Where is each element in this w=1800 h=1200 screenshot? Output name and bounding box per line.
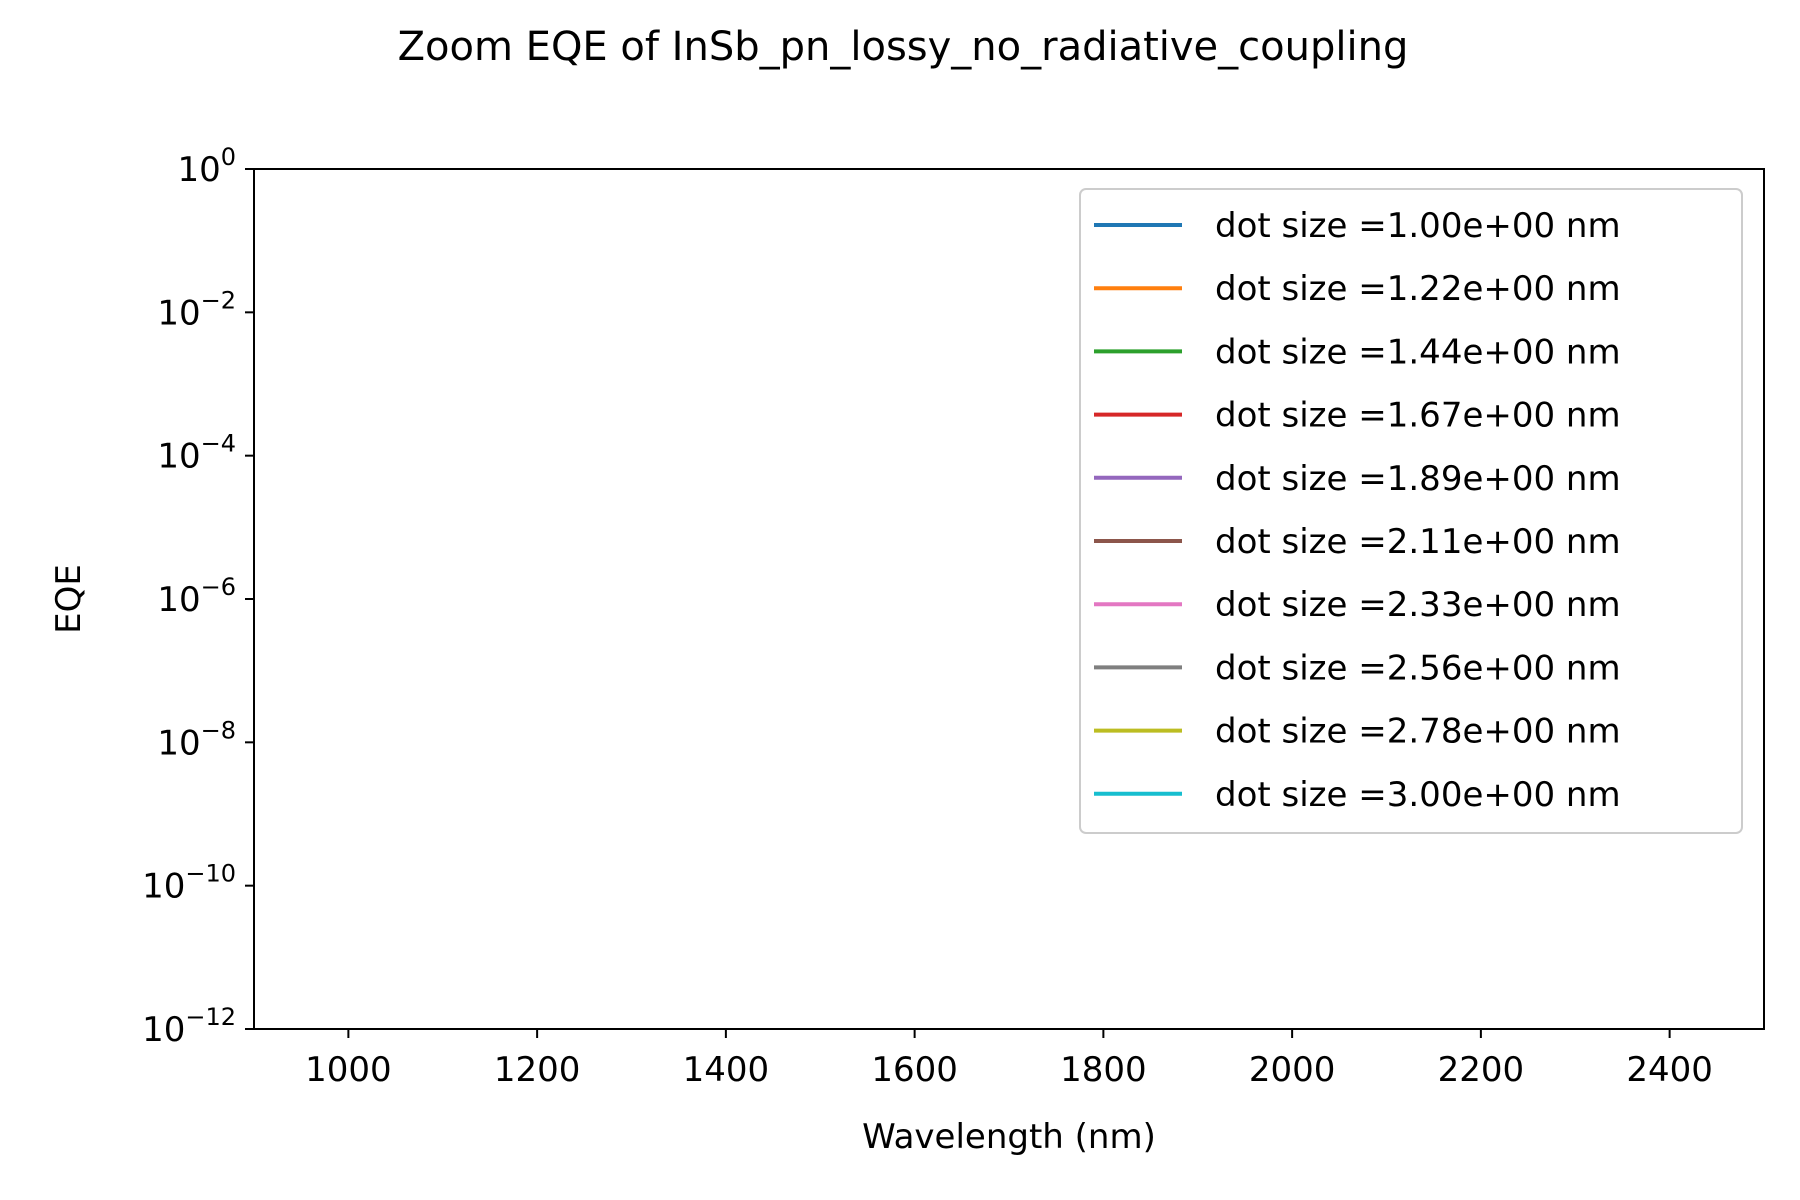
legend-entry: dot size =2.56e+00 nm <box>1094 648 1621 688</box>
x-tick-label: 2200 <box>1438 1050 1525 1090</box>
y-tick-label: 100 <box>177 143 236 190</box>
legend-label: dot size =2.78e+00 nm <box>1215 712 1621 752</box>
x-tick-label: 2000 <box>1249 1050 1336 1090</box>
x-tick-label: 1800 <box>1060 1050 1147 1090</box>
x-tick-label: 1000 <box>305 1050 392 1090</box>
x-axis: 1000 1200 1400 1600 1800 2000 2200 2400 <box>305 1029 1713 1090</box>
legend-entry: dot size =1.89e+00 nm <box>1094 459 1621 499</box>
legend-label: dot size =2.11e+00 nm <box>1215 522 1621 562</box>
legend-box <box>1079 188 1743 834</box>
y-axis-label: EQE <box>49 564 89 634</box>
legend-entry: dot size =2.11e+00 nm <box>1094 522 1621 562</box>
chart-title: Zoom EQE of InSb_pn_lossy_no_radiative_c… <box>398 24 1409 70</box>
legend-label: dot size =2.56e+00 nm <box>1215 648 1621 688</box>
legend-label: dot size =1.22e+00 nm <box>1215 269 1621 309</box>
legend-entry: dot size =1.44e+00 nm <box>1094 332 1621 372</box>
legend-label: dot size =3.00e+00 nm <box>1215 775 1621 815</box>
legend-entry: dot size =3.00e+00 nm <box>1094 775 1621 815</box>
x-axis-label: Wavelength (nm) <box>862 1117 1156 1157</box>
x-tick-label: 1400 <box>683 1050 770 1090</box>
legend-label: dot size =1.44e+00 nm <box>1215 332 1621 372</box>
y-tick-label: 10−8 <box>157 716 236 763</box>
legend-label: dot size =1.67e+00 nm <box>1215 396 1621 436</box>
legend: dot size =1.00e+00 nm dot size =1.22e+00 … <box>1079 188 1743 834</box>
legend-entry: dot size =2.78e+00 nm <box>1094 712 1621 752</box>
legend-entry: dot size =1.22e+00 nm <box>1094 269 1621 309</box>
y-axis: 100 10−2 10−4 10−6 10−8 10−10 10−12 <box>142 143 254 1050</box>
x-tick-label: 2400 <box>1626 1050 1713 1090</box>
legend-label: dot size =1.00e+00 nm <box>1215 206 1621 246</box>
legend-label: dot size =2.33e+00 nm <box>1215 585 1621 625</box>
y-tick-label: 10−4 <box>157 430 236 477</box>
y-tick-label: 10−10 <box>142 860 236 907</box>
x-tick-label: 1200 <box>494 1050 581 1090</box>
legend-entry: dot size =1.67e+00 nm <box>1094 396 1621 436</box>
legend-entry: dot size =2.33e+00 nm <box>1094 585 1621 625</box>
legend-entry: dot size =1.00e+00 nm <box>1094 206 1621 246</box>
x-tick-label: 1600 <box>871 1050 958 1090</box>
y-tick-label: 10−6 <box>157 573 236 620</box>
y-tick-label: 10−12 <box>142 1003 236 1050</box>
legend-label: dot size =1.89e+00 nm <box>1215 459 1621 499</box>
y-tick-label: 10−2 <box>157 286 236 333</box>
